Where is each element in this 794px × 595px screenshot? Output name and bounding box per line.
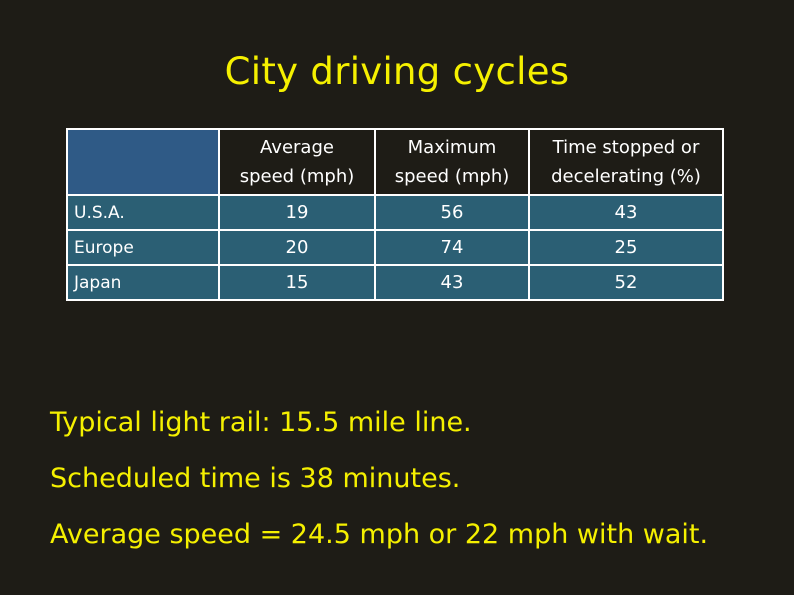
cell-time-stopped: 43 [528,194,724,231]
cell-maximum-speed: 43 [374,264,530,301]
column-header-line: speed (mph) [394,166,510,187]
cell-maximum-speed: 56 [374,194,530,231]
cell-average-speed: 20 [218,229,376,266]
cell-time-stopped: 25 [528,229,724,266]
slide-title: City driving cycles [224,50,570,93]
column-header-maximum-speed: Maximum speed (mph) [374,128,530,196]
row-label-europe: Europe [66,229,220,266]
table-header-row: Average speed (mph) Maximum speed (mph) … [66,128,724,196]
cell-average-speed: 19 [218,194,376,231]
note-average-speed: Average speed = 24.5 mph or 22 mph with … [50,519,709,550]
column-header-line: decelerating (%) [551,166,701,187]
note-light-rail-line: Typical light rail: 15.5 mile line. [50,407,472,438]
note-scheduled-time: Scheduled time is 38 minutes. [50,463,461,494]
column-header-average-speed: Average speed (mph) [218,128,376,196]
cell-maximum-speed: 74 [374,229,530,266]
table-row: Europe 20 74 25 [66,229,724,266]
column-header-line: Average [260,137,334,158]
column-header-time-stopped: Time stopped or decelerating (%) [528,128,724,196]
column-header-line: speed (mph) [239,166,355,187]
table-row: U.S.A. 19 56 43 [66,194,724,231]
notes-block: Typical light rail: 15.5 mile line. Sche… [50,395,708,563]
cell-time-stopped: 52 [528,264,724,301]
column-header-line: Maximum [407,137,497,158]
column-header-line: Time stopped or [552,137,700,158]
row-label-japan: Japan [66,264,220,301]
table-row: Japan 15 43 52 [66,264,724,301]
table-corner-cell [66,128,220,196]
driving-cycles-table: Average speed (mph) Maximum speed (mph) … [66,128,724,301]
cell-average-speed: 15 [218,264,376,301]
row-label-usa: U.S.A. [66,194,220,231]
